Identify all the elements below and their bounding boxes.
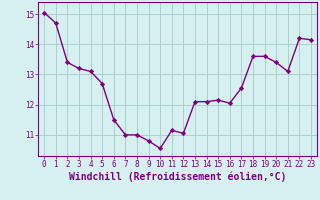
X-axis label: Windchill (Refroidissement éolien,°C): Windchill (Refroidissement éolien,°C): [69, 172, 286, 182]
